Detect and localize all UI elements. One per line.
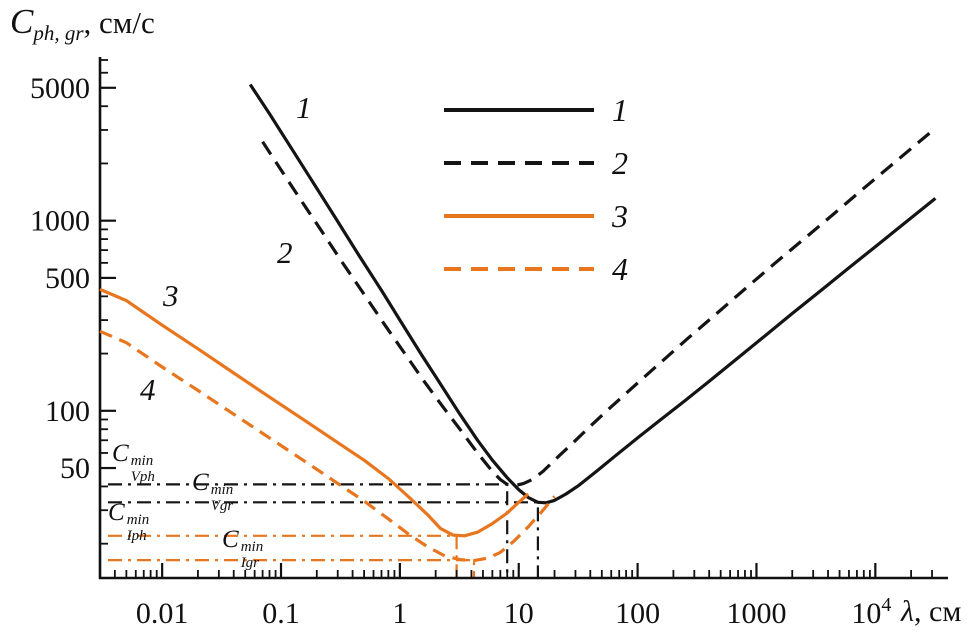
x-axis-symbol: λ	[901, 595, 914, 628]
legend-label-3: 3	[611, 198, 628, 234]
curve-3	[99, 287, 530, 538]
min-guide-vgr	[108, 501, 539, 578]
y-axis-symbol: C	[10, 2, 34, 41]
x-tick-label: 0.1	[262, 597, 300, 630]
curve-4	[99, 329, 556, 563]
min-label-igr-sub: Igr	[240, 554, 260, 571]
y-tick-label: 100	[45, 395, 90, 428]
axes	[98, 57, 948, 580]
x-tick-label: 1	[392, 597, 407, 630]
min-label-vph-sup: min	[130, 453, 154, 469]
x-axis-unit: , см	[914, 595, 962, 628]
y-tick-label: 5000	[30, 72, 90, 105]
min-label-vgr-sub: Vgr	[210, 497, 234, 514]
min-label-iph-base: C	[108, 499, 125, 526]
curve-label-2: 2	[277, 235, 293, 270]
curve-label-4: 4	[140, 372, 156, 407]
min-guides	[108, 483, 539, 578]
curve-label-1: 1	[296, 90, 312, 125]
legend-label-1: 1	[612, 92, 628, 128]
min-label-vgr-sup: min	[210, 482, 234, 498]
y-axis-unit: , см/с	[83, 5, 155, 40]
curves: 1 2 3 4	[99, 83, 937, 563]
x-tick-label: 100	[615, 597, 660, 630]
legend-entry-3: 3	[444, 198, 628, 234]
y-axis-title: Cph, gr, см/с	[10, 2, 155, 46]
min-label-iph-sup: min	[126, 512, 150, 528]
min-label-igr-sup: min	[240, 539, 264, 555]
legend-entry-2: 2	[444, 145, 628, 181]
min-label-vgr-base: C	[192, 469, 209, 496]
legend-entry-4: 4	[444, 251, 628, 287]
min-guide-iph	[108, 534, 458, 578]
x-axis-title: λ, см	[901, 595, 961, 629]
min-label-vph-base: C	[112, 440, 129, 467]
x-tick-label: 1000	[726, 597, 786, 630]
legend: 1 2 3 4	[444, 92, 628, 287]
min-guide-igr	[108, 559, 476, 578]
x-tick-label: 0.01	[136, 597, 189, 630]
min-label-igr-base: C	[222, 526, 239, 553]
legend-label-2: 2	[612, 145, 628, 181]
y-tick-label: 50	[60, 452, 90, 485]
y-axis-subscript: ph, gr	[33, 21, 84, 46]
min-label-iph-sub: Iph	[126, 527, 147, 544]
axis-ticks: 0.01 0.1 1 10 100 1000 104 5000 1000 500 100 50	[30, 59, 933, 630]
x-tick-label: 10	[504, 597, 534, 630]
y-tick-label: 1000	[30, 205, 90, 238]
curve-1	[248, 83, 937, 505]
curve-2	[261, 129, 934, 487]
min-label-vph-sub: Vph	[130, 468, 155, 485]
legend-label-4: 4	[612, 251, 628, 287]
legend-entry-1: 1	[444, 92, 628, 128]
x-tick-label: 104	[851, 594, 891, 630]
curve-label-3: 3	[162, 278, 179, 313]
y-tick-label: 500	[45, 262, 90, 295]
